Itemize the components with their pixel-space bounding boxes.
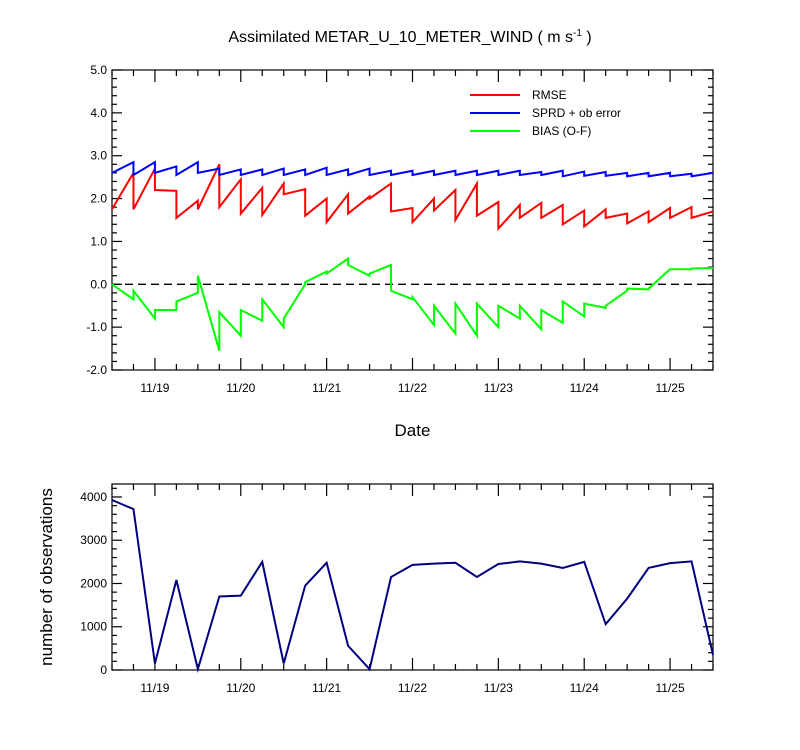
x-tick-label: 11/19 — [140, 381, 169, 395]
x-tick-label: 11/22 — [398, 681, 427, 695]
x-tick-label: 11/22 — [398, 381, 427, 395]
chart-title-main: Assimilated METAR_U_10_METER_WIND ( m s — [228, 29, 573, 46]
y-tick-label: 4000 — [80, 490, 107, 504]
x-tick-label: 11/21 — [312, 681, 341, 695]
x-tick-label: 11/24 — [570, 381, 599, 395]
legend-label: BIAS (O-F) — [532, 124, 591, 138]
chart-assimilated-wind: 11/19 11/20 11/21 11/22 11/23 11/24 11/25 -2.0 -… — [86, 28, 714, 440]
chart-title-unit-exponent: -1 — [573, 28, 582, 39]
y-tick-label: 0.0 — [90, 277, 107, 291]
x-tick-label: 11/20 — [226, 681, 255, 695]
series-line-sprd-ob-error — [111, 160, 714, 178]
series-line-observations — [111, 499, 714, 673]
y-tick-label: -1.0 — [86, 320, 107, 334]
y-tick-label: 5.0 — [90, 63, 107, 77]
chart-number-of-observations: 11/19 11/20 11/21 11/22 11/23 11/24 11/25 0 1000… — [37, 483, 714, 695]
x-tick-label: 11/20 — [226, 381, 255, 395]
y-axis-title: number of observations — [37, 488, 56, 666]
y-tick-label: 2.0 — [90, 192, 107, 206]
legend-label: SPRD + ob error — [532, 106, 621, 120]
chart-title: Assimilated METAR_U_10_METER_WIND ( m s-… — [228, 28, 591, 46]
x-tick-label: 11/21 — [312, 381, 341, 395]
y-tick-label: 0 — [100, 663, 107, 677]
x-axis-title: Date — [395, 421, 431, 440]
y-tick-label: 3.0 — [90, 149, 107, 163]
y-tick-label: 3000 — [80, 533, 107, 547]
x-tick-label: 11/25 — [656, 681, 685, 695]
y-tick-label: 2000 — [80, 576, 107, 590]
legend-label: RMSE — [532, 88, 567, 102]
series-line-bias-o-f — [111, 256, 714, 351]
x-tick-label: 11/19 — [140, 681, 169, 695]
x-tick-label: 11/24 — [570, 681, 599, 695]
y-tick-label: 4.0 — [90, 106, 107, 120]
x-tick-label: 11/25 — [656, 381, 685, 395]
y-tick-label: 1.0 — [90, 234, 107, 248]
y-tick-label: -2.0 — [86, 363, 107, 377]
chart-title-close: ) — [582, 29, 592, 46]
y-tick-label: 1000 — [80, 620, 107, 634]
x-tick-label: 11/23 — [484, 681, 513, 695]
x-tick-label: 11/23 — [484, 381, 513, 395]
plot-frame — [111, 483, 714, 671]
